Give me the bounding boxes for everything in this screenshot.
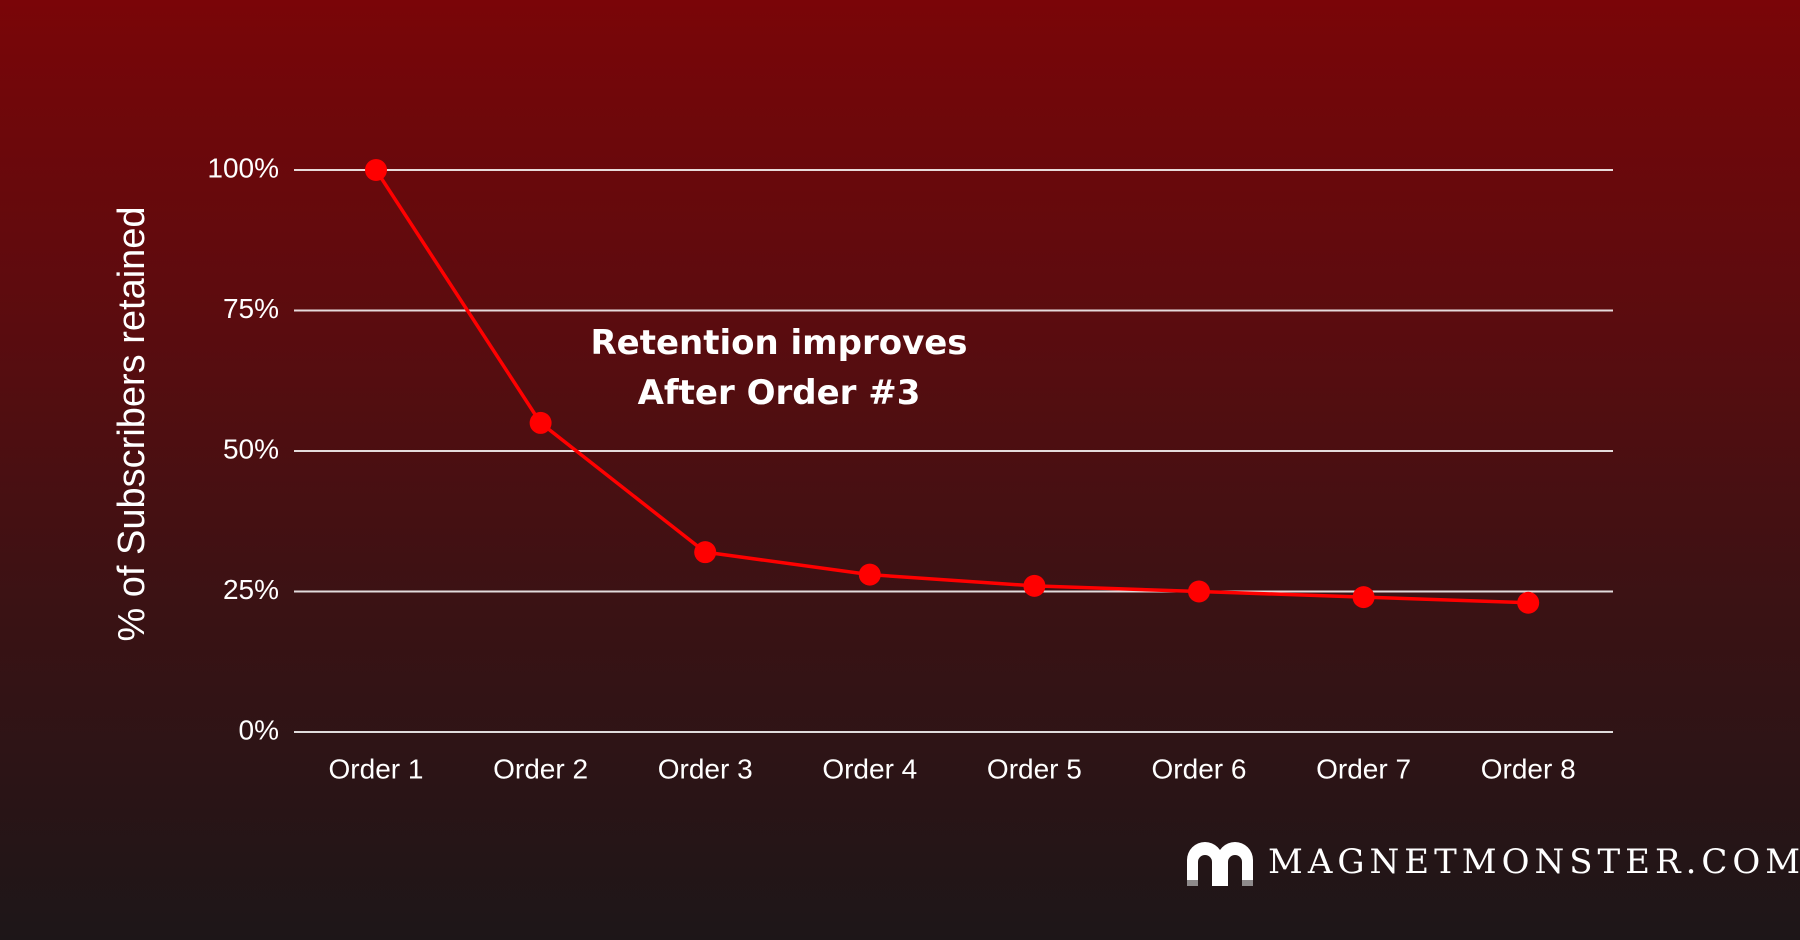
data-point (1023, 574, 1046, 597)
data-point (1188, 580, 1210, 603)
brand-logo: MAGNETMONSTER.COM (1187, 842, 1800, 886)
y-tick-label: 75% (223, 293, 279, 324)
y-tick-labels: 0% 25% 50% 75% 100% (207, 152, 279, 745)
x-tick-label: Order 2 (493, 753, 588, 784)
data-point (858, 563, 881, 586)
series-line (374, 169, 1529, 605)
annotation-line-1: Retention improves (590, 323, 967, 363)
brand-name: MAGNETMONSTER.COM (1268, 842, 1800, 882)
data-point (529, 411, 552, 434)
data-point (365, 159, 387, 181)
y-tick-label: 25% (223, 574, 279, 605)
x-tick-label: Order 3 (658, 753, 753, 784)
annotation-line-2: After Order #3 (638, 373, 921, 413)
y-axis-label: % of Subscribers retained (111, 206, 153, 641)
x-tick-label: Order 8 (1481, 753, 1576, 784)
grid-lines (294, 169, 1613, 733)
x-tick-labels: Order 1 Order 2 Order 3 Order 4 Order 5 Order… (329, 753, 1576, 784)
x-tick-label: Order 6 (1152, 753, 1247, 784)
magnet-icon (1187, 842, 1253, 886)
y-tick-label: 50% (223, 433, 279, 464)
y-tick-label: 100% (207, 152, 279, 183)
data-point (694, 541, 717, 564)
data-point (1517, 591, 1540, 614)
x-tick-label: Order 7 (1316, 753, 1411, 784)
series-group (365, 159, 1540, 614)
x-tick-label: Order 5 (987, 753, 1082, 784)
y-tick-label: 0% (239, 714, 279, 745)
x-tick-label: Order 4 (822, 753, 917, 784)
data-point (1352, 586, 1375, 609)
x-tick-label: Order 1 (329, 753, 424, 784)
